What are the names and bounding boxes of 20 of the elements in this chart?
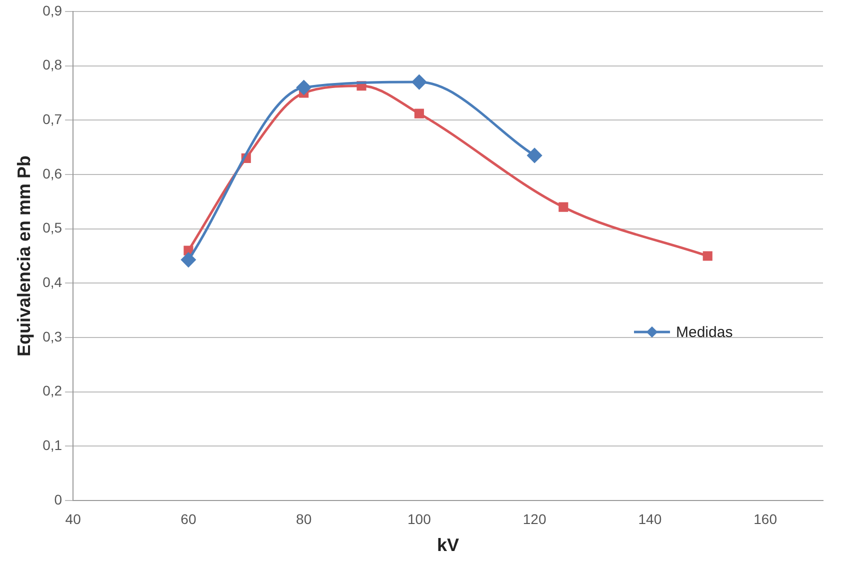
y-tick-label: 0,4 xyxy=(42,274,62,290)
y-tick-label: 0 xyxy=(54,491,62,508)
y-tick-label: 0,8 xyxy=(42,56,62,73)
y-tick-label: 0,5 xyxy=(42,220,62,236)
legend-label: Medidas xyxy=(676,324,733,341)
y-tick-label: 0,9 xyxy=(42,2,62,18)
x-tick-label: 40 xyxy=(65,510,82,527)
x-axis-title: kV xyxy=(437,535,460,556)
x-tick-label: 140 xyxy=(638,510,662,527)
y-tick-label: 0,2 xyxy=(42,382,62,399)
x-tick-label: 160 xyxy=(754,510,778,527)
y-tick-label: 0,1 xyxy=(42,437,62,454)
y-axis-title: Equivalencia en mm Pb xyxy=(14,155,34,357)
x-tick-label: 80 xyxy=(296,510,312,527)
x-tick-label: 100 xyxy=(408,510,432,527)
y-tick-label: 0,6 xyxy=(42,165,62,182)
x-tick-label: 60 xyxy=(180,510,196,527)
x-tick-label: 120 xyxy=(522,510,546,527)
y-tick-label: 0,3 xyxy=(42,328,62,344)
y-tick-label: 0,7 xyxy=(42,110,62,127)
